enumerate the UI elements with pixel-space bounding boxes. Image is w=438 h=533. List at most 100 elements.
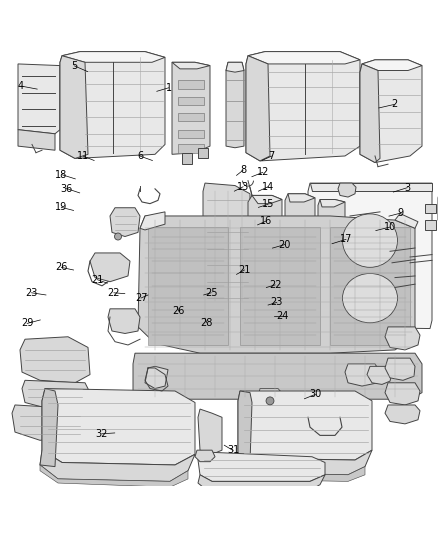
Polygon shape [203, 183, 250, 304]
Polygon shape [62, 52, 165, 62]
Polygon shape [226, 62, 244, 72]
Text: 23: 23 [271, 297, 283, 308]
Text: 21: 21 [91, 274, 103, 285]
Polygon shape [425, 204, 436, 214]
Polygon shape [178, 130, 204, 138]
Text: 14: 14 [262, 182, 274, 192]
Text: 2: 2 [391, 100, 397, 109]
Polygon shape [140, 212, 165, 230]
Text: 30: 30 [309, 390, 321, 399]
Polygon shape [238, 391, 372, 460]
Polygon shape [285, 194, 315, 227]
Text: 6: 6 [137, 151, 143, 161]
Text: 10: 10 [384, 222, 396, 232]
Polygon shape [395, 214, 418, 228]
Polygon shape [246, 56, 270, 161]
Polygon shape [148, 227, 228, 345]
Polygon shape [320, 199, 345, 207]
Polygon shape [18, 64, 60, 134]
Text: 13: 13 [237, 182, 249, 192]
Polygon shape [178, 113, 204, 122]
Polygon shape [198, 475, 325, 491]
Text: 5: 5 [71, 61, 78, 71]
Text: 25: 25 [205, 288, 217, 298]
Polygon shape [138, 216, 415, 353]
Polygon shape [248, 196, 282, 230]
Text: 23: 23 [25, 288, 38, 298]
Polygon shape [178, 97, 204, 105]
Text: 22: 22 [108, 288, 120, 298]
Polygon shape [226, 62, 244, 148]
Polygon shape [238, 463, 365, 481]
Polygon shape [40, 450, 195, 481]
Text: 36: 36 [60, 183, 73, 193]
Polygon shape [360, 64, 380, 163]
Polygon shape [110, 208, 140, 237]
Text: 32: 32 [95, 429, 108, 439]
Polygon shape [198, 409, 222, 454]
Polygon shape [133, 353, 422, 399]
Text: 8: 8 [240, 165, 246, 175]
Text: 21: 21 [238, 265, 251, 275]
Text: 24: 24 [276, 311, 289, 320]
Polygon shape [293, 393, 321, 413]
Polygon shape [310, 183, 432, 191]
Polygon shape [40, 465, 188, 487]
Circle shape [266, 397, 274, 405]
Ellipse shape [343, 214, 398, 268]
Polygon shape [288, 194, 315, 202]
Polygon shape [40, 389, 58, 466]
Text: 20: 20 [279, 240, 291, 249]
Polygon shape [145, 366, 168, 389]
Polygon shape [345, 364, 380, 386]
Polygon shape [198, 452, 325, 481]
Polygon shape [18, 130, 55, 150]
Text: 26: 26 [173, 306, 185, 316]
Circle shape [114, 233, 121, 240]
Polygon shape [238, 391, 252, 463]
Polygon shape [178, 80, 204, 88]
Polygon shape [367, 366, 392, 384]
Polygon shape [360, 60, 422, 163]
Text: 27: 27 [135, 293, 147, 303]
Polygon shape [425, 220, 436, 230]
Polygon shape [172, 62, 210, 69]
Polygon shape [258, 389, 283, 407]
Polygon shape [385, 405, 420, 424]
Polygon shape [240, 227, 320, 345]
Polygon shape [330, 227, 410, 345]
Text: 3: 3 [404, 183, 410, 192]
Polygon shape [252, 196, 282, 204]
Text: 17: 17 [340, 235, 352, 244]
Polygon shape [172, 62, 210, 155]
Polygon shape [20, 337, 90, 383]
Polygon shape [385, 383, 420, 405]
Text: 11: 11 [77, 151, 89, 161]
Polygon shape [318, 199, 345, 230]
Polygon shape [182, 152, 192, 164]
Polygon shape [60, 52, 165, 158]
Text: 15: 15 [262, 199, 274, 209]
Polygon shape [338, 183, 356, 197]
Polygon shape [178, 144, 204, 152]
Text: 19: 19 [55, 203, 67, 212]
Text: 7: 7 [268, 151, 275, 161]
Polygon shape [12, 405, 88, 440]
Text: 1: 1 [166, 83, 172, 93]
Polygon shape [246, 52, 360, 161]
Polygon shape [60, 56, 88, 158]
Polygon shape [362, 60, 422, 70]
Polygon shape [22, 381, 90, 409]
Polygon shape [385, 327, 420, 350]
Polygon shape [308, 417, 342, 434]
Polygon shape [308, 183, 432, 328]
Ellipse shape [343, 273, 398, 323]
Text: 26: 26 [55, 262, 67, 272]
Text: 22: 22 [269, 280, 281, 290]
Polygon shape [238, 449, 372, 475]
Polygon shape [248, 52, 360, 64]
Polygon shape [152, 393, 182, 413]
Polygon shape [42, 389, 195, 465]
Text: 18: 18 [55, 169, 67, 180]
Polygon shape [385, 358, 415, 381]
